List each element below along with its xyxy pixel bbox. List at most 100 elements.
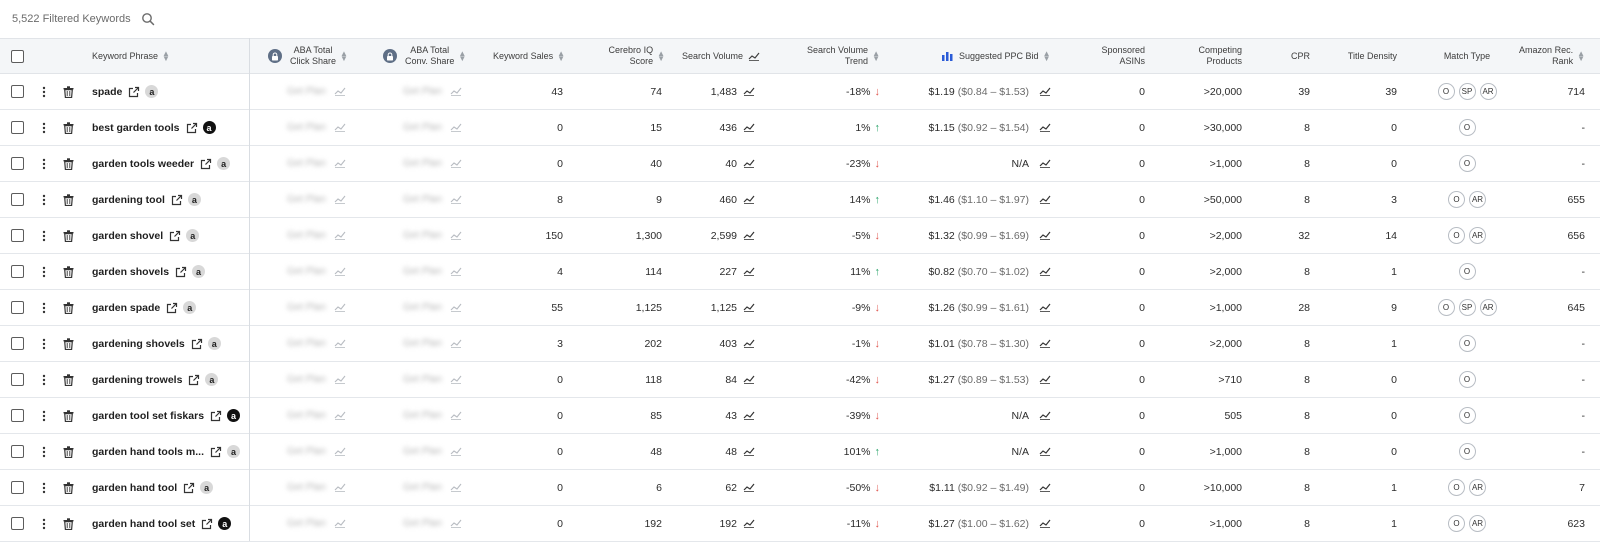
trash-icon[interactable] — [63, 337, 74, 350]
aba-click-share-value[interactable]: Get Plan — [287, 518, 326, 529]
select-all-checkbox[interactable] — [11, 49, 24, 63]
trash-icon[interactable] — [63, 373, 74, 386]
ppc-chart-icon[interactable] — [1039, 411, 1051, 420]
match-type-badge[interactable]: O — [1437, 83, 1455, 100]
external-link-icon[interactable] — [210, 410, 222, 422]
search-volume-chart-icon[interactable] — [743, 519, 755, 528]
col-sponsored-asins[interactable]: Sponsored ASINs — [1070, 39, 1145, 73]
kebab-menu-icon[interactable] — [42, 194, 46, 206]
search-volume-chart-icon[interactable] — [743, 123, 755, 132]
kebab-menu-icon[interactable] — [42, 446, 46, 458]
aba-conv-share-value[interactable]: Get Plan — [403, 410, 442, 421]
trash-icon[interactable] — [63, 445, 74, 458]
ppc-chart-icon[interactable] — [1039, 303, 1051, 312]
col-search-volume-trend[interactable]: Search Volume Trend ▲ ▼ — [790, 39, 880, 73]
kebab-menu-icon[interactable] — [42, 122, 46, 134]
row-checkbox[interactable] — [11, 193, 24, 206]
col-search-volume[interactable]: Search Volume — [670, 39, 760, 73]
trash-icon[interactable] — [63, 409, 74, 422]
ppc-chart-icon[interactable] — [1039, 519, 1051, 528]
col-suggested-ppc-bid[interactable]: Suggested PPC Bid ▲ ▼ — [942, 39, 1050, 73]
row-checkbox[interactable] — [11, 265, 24, 278]
trash-icon[interactable] — [63, 517, 74, 530]
kebab-menu-icon[interactable] — [42, 302, 46, 314]
kebab-menu-icon[interactable] — [42, 410, 46, 422]
trash-icon[interactable] — [63, 301, 74, 314]
match-type-badge[interactable]: O — [1448, 191, 1465, 208]
aba-click-share-value[interactable]: Get Plan — [287, 86, 326, 97]
aba-conv-share-value[interactable]: Get Plan — [403, 266, 442, 277]
aba-click-share-value[interactable]: Get Plan — [287, 302, 326, 313]
aba-click-share-value[interactable]: Get Plan — [287, 374, 326, 385]
col-keyword-phrase[interactable]: Keyword Phrase ▲ ▼ — [92, 39, 170, 73]
external-link-icon[interactable] — [171, 194, 183, 206]
row-checkbox[interactable] — [11, 481, 24, 494]
match-type-badge[interactable]: AR — [1479, 83, 1497, 100]
aba-conv-share-value[interactable]: Get Plan — [403, 374, 442, 385]
amazon-icon[interactable]: a — [227, 409, 241, 422]
col-keyword-sales[interactable]: Keyword Sales ▲ ▼ — [470, 39, 565, 73]
search-volume-chart-icon[interactable] — [743, 339, 755, 348]
trash-icon[interactable] — [63, 85, 74, 98]
aba-click-share-value[interactable]: Get Plan — [287, 194, 326, 205]
ppc-chart-icon[interactable] — [1039, 159, 1051, 168]
ppc-chart-icon[interactable] — [1039, 195, 1051, 204]
search-volume-chart-icon[interactable] — [743, 159, 755, 168]
col-aba-click-share[interactable]: ABA Total Click Share ▲ ▼ — [268, 39, 360, 73]
aba-conv-share-value[interactable]: Get Plan — [403, 338, 442, 349]
search-volume-chart-icon[interactable] — [743, 195, 755, 204]
amazon-icon[interactable]: a — [186, 229, 200, 242]
ppc-chart-icon[interactable] — [1039, 447, 1051, 456]
aba-click-share-value[interactable]: Get Plan — [287, 446, 326, 457]
col-competing-products[interactable]: Competing Products — [1160, 39, 1242, 73]
match-type-badge[interactable]: O — [1448, 479, 1465, 496]
amazon-icon[interactable]: a — [145, 85, 159, 98]
aba-conv-share-value[interactable]: Get Plan — [403, 230, 442, 241]
row-checkbox[interactable] — [11, 121, 24, 134]
aba-conv-share-value[interactable]: Get Plan — [403, 482, 442, 493]
amazon-icon[interactable]: a — [202, 121, 216, 134]
search-volume-chart-icon[interactable] — [743, 483, 755, 492]
amazon-icon[interactable]: a — [205, 373, 219, 386]
aba-click-share-value[interactable]: Get Plan — [287, 338, 326, 349]
row-checkbox[interactable] — [11, 229, 24, 242]
match-type-badge[interactable]: AR — [1469, 479, 1486, 496]
col-aba-conv-share[interactable]: ABA Total Conv. Share ▲ ▼ — [383, 39, 475, 73]
match-type-badge[interactable]: O — [1448, 227, 1465, 244]
match-type-badge[interactable]: O — [1458, 119, 1476, 136]
row-checkbox[interactable] — [11, 85, 24, 98]
external-link-icon[interactable] — [200, 158, 212, 170]
kebab-menu-icon[interactable] — [42, 518, 46, 530]
aba-conv-share-value[interactable]: Get Plan — [403, 302, 442, 313]
ppc-chart-icon[interactable] — [1039, 375, 1051, 384]
external-link-icon[interactable] — [201, 518, 213, 530]
aba-click-share-value[interactable]: Get Plan — [287, 122, 326, 133]
external-link-icon[interactable] — [128, 86, 140, 98]
match-type-badge[interactable]: O — [1458, 371, 1476, 388]
row-checkbox[interactable] — [11, 373, 24, 386]
search-volume-chart-icon[interactable] — [743, 87, 755, 96]
kebab-menu-icon[interactable] — [42, 338, 46, 350]
search-volume-chart-icon[interactable] — [743, 411, 755, 420]
col-cpr[interactable]: CPR — [1270, 39, 1310, 73]
amazon-icon[interactable]: a — [200, 481, 214, 494]
match-type-badge[interactable]: O — [1458, 443, 1476, 460]
aba-conv-share-value[interactable]: Get Plan — [403, 122, 442, 133]
kebab-menu-icon[interactable] — [42, 482, 46, 494]
amazon-icon[interactable]: a — [192, 265, 206, 278]
trash-icon[interactable] — [63, 121, 74, 134]
ppc-chart-icon[interactable] — [1039, 483, 1051, 492]
search-volume-chart-icon[interactable] — [743, 231, 755, 240]
amazon-icon[interactable]: a — [218, 517, 232, 530]
trash-icon[interactable] — [63, 229, 74, 242]
amazon-icon[interactable]: a — [227, 445, 241, 458]
aba-conv-share-value[interactable]: Get Plan — [403, 446, 442, 457]
amazon-icon[interactable]: a — [217, 157, 231, 170]
ppc-chart-icon[interactable] — [1039, 339, 1051, 348]
aba-click-share-value[interactable]: Get Plan — [287, 482, 326, 493]
match-type-badge[interactable]: SP — [1458, 83, 1476, 100]
match-type-badge[interactable]: O — [1458, 407, 1476, 424]
amazon-icon[interactable]: a — [187, 193, 201, 206]
match-type-badge[interactable]: SP — [1458, 299, 1476, 316]
aba-conv-share-value[interactable]: Get Plan — [403, 194, 442, 205]
